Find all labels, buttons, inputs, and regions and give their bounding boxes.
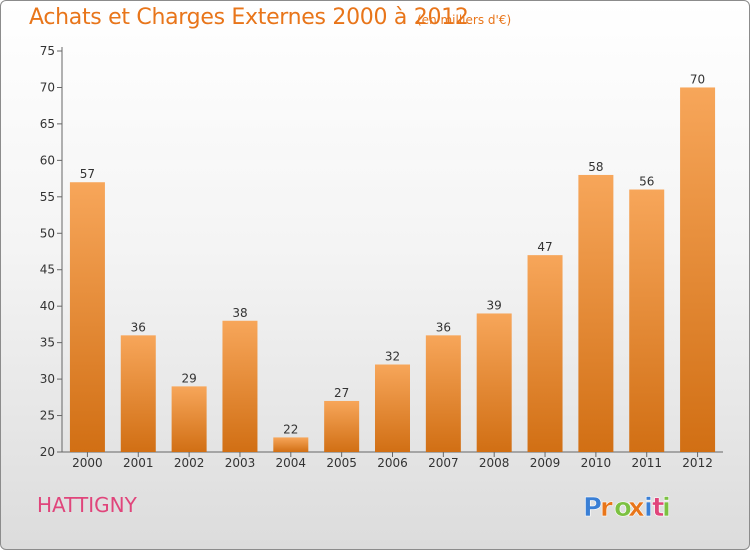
bar bbox=[273, 437, 309, 452]
y-tick-label: 25 bbox=[40, 409, 55, 423]
x-tick-label: 2002 bbox=[174, 456, 205, 470]
bar-value-label: 58 bbox=[588, 160, 603, 174]
bar bbox=[578, 174, 614, 453]
chart-axes: 20 25 30 35 40 45 50 55 60 65 70 75 2000 2001 2002 2003… bbox=[40, 44, 723, 470]
x-tick-label: 2006 bbox=[377, 456, 408, 470]
x-tick-label: 2011 bbox=[631, 456, 662, 470]
bar-value-label: 27 bbox=[334, 386, 349, 400]
data-labels: 57 36 29 38 22 27 32 36 39 47 58 56 70 bbox=[80, 72, 705, 436]
x-tick-label: 2005 bbox=[326, 456, 357, 470]
y-tick-label: 45 bbox=[40, 263, 55, 277]
y-tick-label: 65 bbox=[40, 117, 55, 131]
x-tick-label: 2000 bbox=[72, 456, 103, 470]
bar-value-label: 29 bbox=[181, 371, 196, 385]
bar bbox=[171, 386, 207, 452]
bar-value-label: 70 bbox=[690, 72, 705, 86]
bar bbox=[629, 189, 665, 452]
logo-letter: i bbox=[662, 493, 671, 523]
y-tick-label: 40 bbox=[40, 299, 55, 313]
bar bbox=[476, 313, 512, 452]
x-tick-label: 2007 bbox=[428, 456, 459, 470]
x-tick-label: 2004 bbox=[276, 456, 307, 470]
logo-letter: x bbox=[628, 493, 645, 523]
proxiti-logo: Pr ox i ti bbox=[583, 493, 672, 524]
bar bbox=[222, 320, 258, 452]
x-tick-label: 2012 bbox=[682, 456, 713, 470]
y-tick-label: 55 bbox=[40, 190, 55, 204]
bar bbox=[375, 364, 410, 452]
bar-value-label: 47 bbox=[537, 240, 552, 254]
bar-value-label: 36 bbox=[436, 320, 451, 334]
bar-series bbox=[69, 87, 716, 453]
proxiti-logo-letters: Pr ox i ti bbox=[583, 493, 672, 524]
bar-value-label: 56 bbox=[639, 175, 654, 189]
chart-title: Achats et Charges Externes 2000 à 2012 bbox=[29, 5, 469, 30]
y-tick-label: 75 bbox=[40, 44, 55, 58]
bar-value-label: 38 bbox=[232, 306, 247, 320]
logo-letter: r bbox=[600, 493, 613, 523]
y-tick-label: 35 bbox=[40, 336, 55, 350]
x-tick-label: 2010 bbox=[581, 456, 612, 470]
bar bbox=[680, 87, 716, 453]
x-tick-label: 2008 bbox=[479, 456, 510, 470]
bar-value-label: 57 bbox=[80, 167, 95, 181]
logo-letter: o bbox=[614, 493, 632, 523]
bar bbox=[527, 255, 563, 452]
bar-value-label: 22 bbox=[283, 422, 298, 436]
bar-value-label: 36 bbox=[131, 320, 146, 334]
bar bbox=[69, 182, 105, 452]
y-tick-label: 50 bbox=[40, 226, 55, 240]
bar bbox=[324, 400, 360, 452]
bar-value-label: 39 bbox=[487, 298, 502, 312]
logo-letter: i bbox=[644, 493, 653, 523]
bar bbox=[425, 335, 461, 452]
commune-name: HATTIGNY bbox=[37, 493, 137, 517]
y-tick-label: 60 bbox=[40, 153, 55, 167]
y-tick-label: 30 bbox=[40, 372, 55, 386]
bar-chart: 20 25 30 35 40 45 50 55 60 65 70 75 2000 2001 2002 2003… bbox=[40, 44, 723, 470]
logo-letter: P bbox=[583, 493, 602, 523]
chart-unit-note: (en milliers d'€) bbox=[417, 13, 512, 27]
logo-letter: t bbox=[652, 493, 664, 523]
y-tick-label: 70 bbox=[40, 80, 55, 94]
x-tick-label: 2009 bbox=[530, 456, 561, 470]
x-tick-label: 2001 bbox=[123, 456, 154, 470]
y-tick-label: 20 bbox=[40, 445, 55, 459]
bar-value-label: 32 bbox=[385, 350, 400, 364]
bar bbox=[120, 335, 156, 452]
x-tick-label: 2003 bbox=[225, 456, 256, 470]
